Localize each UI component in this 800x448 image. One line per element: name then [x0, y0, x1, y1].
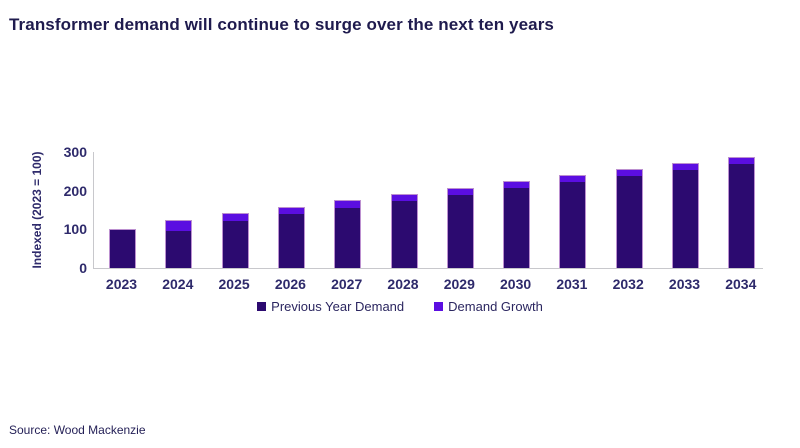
plot-area: [93, 152, 763, 269]
x-axis-label-2025: 2025: [218, 276, 250, 292]
legend-swatch-icon: [434, 302, 444, 311]
bar-2026: [277, 207, 305, 268]
bar-segment-demand-growth-2027: [335, 201, 361, 208]
x-axis-label-2031: 2031: [556, 276, 588, 292]
x-axis-label-2027: 2027: [331, 276, 363, 292]
x-axis-label-2029: 2029: [443, 276, 475, 292]
bar-2029: [446, 188, 474, 268]
x-axis-label-2023: 2023: [105, 276, 138, 292]
bar-2033: [672, 163, 699, 268]
y-axis-title: Indexed (2023 = 100): [30, 151, 44, 269]
bar-segment-demand-growth-2029: [447, 189, 473, 195]
bar-segment-demand-growth-2034: [729, 158, 755, 164]
bar-2027: [334, 200, 362, 268]
bar-segment-demand-growth-2032: [616, 170, 642, 176]
y-tick-label-200: 200: [63, 182, 87, 199]
bar-2031: [559, 175, 587, 268]
bar-2024: [165, 220, 193, 268]
x-axis-label-2033: 2033: [668, 276, 701, 292]
legend-item-demand-growth: Demand Growth: [434, 299, 543, 314]
x-axis-label-2028: 2028: [387, 276, 419, 292]
bar-segment-demand-growth-2024: [166, 221, 192, 231]
bar-2025: [221, 213, 249, 268]
legend-label: Previous Year Demand: [271, 299, 405, 314]
source-attribution: Source: Wood Mackenzie: [9, 423, 146, 437]
bar-segment-demand-growth-2026: [278, 208, 304, 214]
x-axis-label-2034: 2034: [725, 276, 757, 292]
bar-2032: [615, 169, 643, 268]
x-axis-label-2026: 2026: [274, 276, 306, 292]
y-tick-label-0: 0: [79, 260, 87, 276]
bar-2023: [109, 229, 136, 268]
bar-segment-demand-growth-2025: [222, 214, 248, 221]
bar-2028: [390, 194, 418, 268]
bar-2034: [728, 157, 756, 268]
y-tick-label-100: 100: [63, 221, 87, 238]
x-axis-label-2030: 2030: [500, 276, 532, 292]
y-tick-label-300: 300: [63, 144, 87, 160]
bar-segment-demand-growth-2033: [673, 164, 698, 170]
chart-legend: Previous Year Demand Demand Growth: [0, 299, 800, 314]
legend-item-previous-year-demand: Previous Year Demand: [257, 299, 404, 314]
bar-segment-demand-growth-2031: [560, 176, 586, 182]
bar-2030: [503, 181, 531, 268]
chart-title: Transformer demand will continue to surg…: [9, 15, 554, 34]
bar-segment-demand-growth-2030: [504, 182, 530, 188]
legend-swatch-icon: [257, 302, 267, 311]
x-axis-label-2032: 2032: [612, 276, 644, 292]
bar-segment-demand-growth-2028: [391, 195, 417, 201]
x-axis-label-2024: 2024: [162, 276, 194, 292]
legend-label: Demand Growth: [448, 299, 543, 314]
